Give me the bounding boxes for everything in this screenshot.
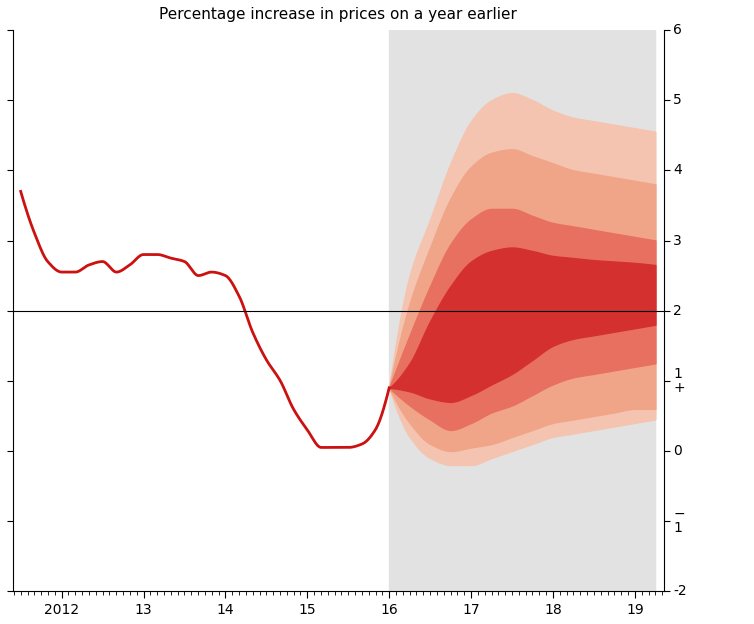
Text: 1: 1	[673, 521, 682, 535]
Text: −: −	[673, 507, 685, 521]
Title: Percentage increase in prices on a year earlier: Percentage increase in prices on a year …	[159, 7, 517, 22]
Bar	[389, 30, 655, 592]
Text: 6: 6	[673, 23, 682, 37]
Text: 4: 4	[673, 163, 682, 177]
Text: 0: 0	[673, 444, 682, 458]
Text: 5: 5	[673, 93, 682, 107]
Text: +: +	[673, 381, 685, 395]
Text: 3: 3	[673, 233, 682, 248]
Text: 1: 1	[673, 367, 682, 381]
Text: -2: -2	[673, 584, 687, 598]
Text: 2: 2	[673, 304, 682, 318]
